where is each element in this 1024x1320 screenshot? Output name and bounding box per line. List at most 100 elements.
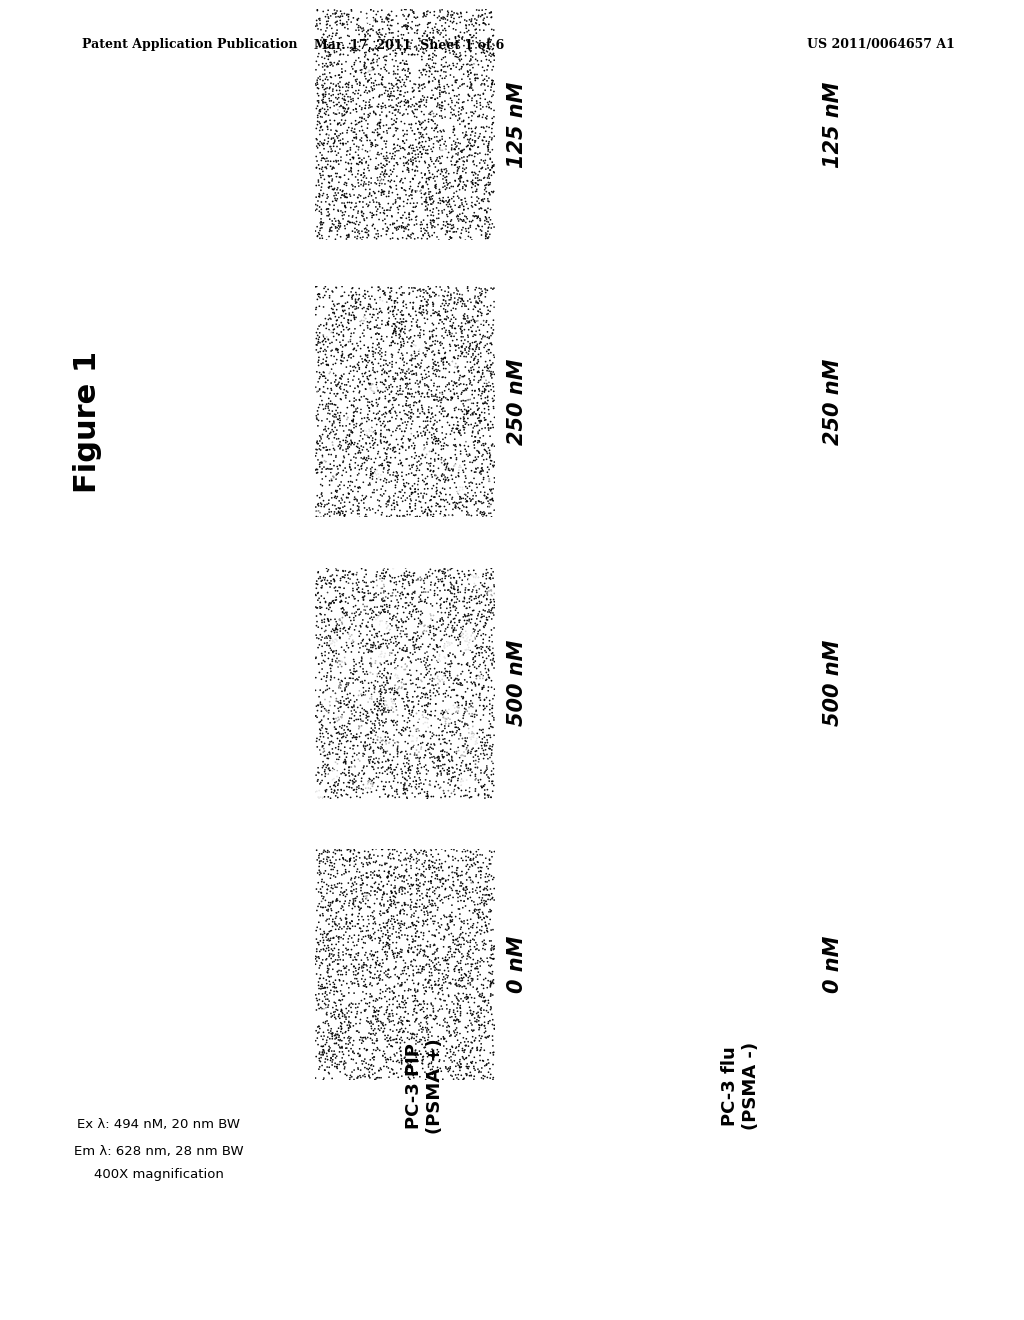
Point [326, 569, 342, 590]
Point [482, 602, 499, 623]
Point [329, 463, 345, 484]
Point [475, 743, 492, 764]
Point [339, 350, 355, 371]
Point [318, 30, 335, 51]
Point [325, 631, 341, 652]
Point [362, 53, 379, 74]
Point [445, 458, 462, 479]
Point [443, 583, 460, 605]
Point [396, 775, 413, 796]
Point [470, 746, 486, 767]
Point [370, 973, 386, 994]
Point [338, 747, 354, 768]
Point [440, 190, 457, 211]
Point [332, 13, 348, 34]
Point [343, 701, 359, 722]
Point [380, 218, 396, 239]
Point [417, 711, 433, 733]
Point [340, 873, 356, 894]
Point [357, 26, 374, 48]
Point [369, 372, 385, 393]
Point [439, 0, 456, 21]
Point [433, 465, 450, 486]
Point [444, 504, 461, 525]
Point [439, 492, 456, 513]
Point [457, 669, 473, 690]
Point [414, 726, 430, 747]
Point [445, 121, 462, 143]
Point [331, 946, 347, 968]
Point [354, 153, 371, 174]
Point [468, 932, 484, 953]
Point [481, 207, 498, 228]
Point [351, 717, 368, 738]
Point [417, 867, 433, 888]
Point [472, 370, 488, 391]
Point [432, 636, 449, 657]
Point [474, 4, 490, 25]
Point [316, 79, 333, 100]
Point [413, 124, 429, 145]
Point [335, 566, 351, 587]
Point [400, 978, 417, 999]
Point [337, 195, 353, 216]
Point [453, 953, 469, 974]
Point [375, 903, 391, 924]
Point [447, 73, 464, 94]
Point [393, 409, 410, 430]
Point [308, 999, 325, 1020]
Point [359, 882, 376, 903]
Point [396, 994, 413, 1015]
Point [465, 685, 481, 706]
Point [395, 611, 412, 632]
Point [389, 1043, 406, 1064]
Point [425, 185, 441, 206]
Point [398, 393, 415, 414]
Point [365, 395, 381, 416]
Point [476, 408, 493, 429]
Point [439, 454, 456, 475]
Point [380, 866, 396, 887]
Point [404, 383, 421, 404]
Point [455, 841, 471, 862]
Point [425, 205, 441, 226]
Point [436, 638, 453, 659]
Point [378, 974, 394, 995]
Point [396, 482, 413, 503]
Point [361, 25, 378, 46]
Point [459, 401, 475, 422]
Point [387, 664, 403, 685]
Point [347, 595, 364, 616]
Point [425, 911, 441, 932]
Point [411, 121, 427, 143]
Point [388, 719, 404, 741]
Point [323, 609, 339, 630]
Point [394, 213, 411, 234]
Point [367, 63, 383, 84]
Point [349, 638, 366, 659]
Point [437, 710, 454, 731]
Point [340, 675, 356, 696]
Point [433, 763, 450, 784]
Point [319, 754, 336, 775]
Point [347, 401, 364, 422]
Point [452, 114, 468, 135]
Point [348, 61, 365, 82]
Point [450, 619, 466, 640]
Point [367, 921, 383, 942]
Point [329, 652, 345, 673]
Point [314, 53, 331, 74]
Point [430, 230, 446, 251]
Point [477, 912, 494, 933]
Point [418, 721, 434, 742]
Point [367, 880, 383, 902]
Point [407, 436, 423, 457]
Point [329, 455, 345, 477]
Point [404, 726, 421, 747]
Point [480, 304, 497, 325]
Point [440, 1057, 457, 1078]
Point [328, 469, 344, 490]
Point [452, 1011, 468, 1032]
Point [421, 661, 437, 682]
Point [464, 1019, 480, 1040]
